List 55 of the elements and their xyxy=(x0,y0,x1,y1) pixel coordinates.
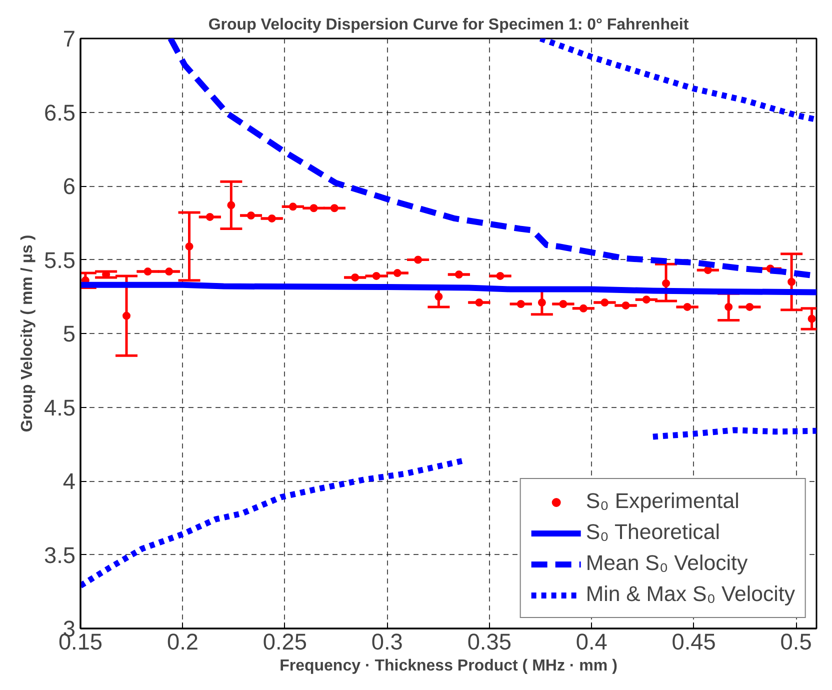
y-axis-title: Group Velocity ( mm / μs ) xyxy=(19,234,36,432)
y-tick-label: 3.5 xyxy=(44,542,76,568)
x-tick-label: 0.35 xyxy=(467,628,512,654)
legend-label: Mean S₀ Velocity xyxy=(586,551,748,576)
point xyxy=(122,312,130,320)
point xyxy=(642,296,650,304)
point xyxy=(516,300,525,308)
point xyxy=(288,202,297,211)
point xyxy=(414,256,422,264)
x-tick-label: 0.45 xyxy=(672,628,716,654)
point xyxy=(559,300,568,308)
x-axis-title: Frequency · Thickness Product ( MHz · mm ) xyxy=(280,658,618,674)
chart-title: Group Velocity Dispersion Curve for Specimen 1: 0° Fahrenheit xyxy=(208,16,690,34)
point xyxy=(310,204,318,212)
point xyxy=(475,298,484,307)
point xyxy=(662,279,670,288)
point xyxy=(372,272,380,280)
x-tick-label: 0.25 xyxy=(262,628,308,654)
y-tick-label: 4 xyxy=(62,468,76,494)
legend-label: S₀ Theoretical xyxy=(586,520,720,545)
point xyxy=(330,204,338,212)
point xyxy=(454,270,463,278)
x-tick-label: 0.2 xyxy=(166,628,198,654)
x-tick-label: 0.3 xyxy=(371,628,403,654)
point xyxy=(746,302,754,311)
point xyxy=(351,273,360,282)
y-tick-label: 4.5 xyxy=(44,394,76,420)
y-tick-label: 5 xyxy=(62,320,76,346)
y-tick-label: 7 xyxy=(62,26,76,52)
point xyxy=(622,301,630,310)
point xyxy=(185,242,194,250)
point xyxy=(704,266,712,274)
y-tick-label: 5.5 xyxy=(44,246,76,273)
point xyxy=(538,298,546,307)
point xyxy=(683,302,692,311)
point xyxy=(393,269,402,278)
legend-label: Min & Max S₀ Velocity xyxy=(586,582,795,607)
point xyxy=(579,304,588,312)
point xyxy=(227,201,236,210)
point xyxy=(808,314,816,323)
legend-label: S₀ Experimental xyxy=(586,489,740,514)
point xyxy=(247,212,256,220)
point xyxy=(144,268,152,276)
point xyxy=(434,292,443,301)
point xyxy=(165,268,174,276)
point xyxy=(268,214,276,222)
y-tick-label: 6.5 xyxy=(44,99,76,126)
point xyxy=(206,212,214,221)
point xyxy=(600,298,609,307)
y-tick-label: 6 xyxy=(62,173,76,199)
point xyxy=(788,278,796,286)
x-tick-label: 0.4 xyxy=(576,628,608,654)
point xyxy=(496,272,504,280)
x-tick-label: 0.5 xyxy=(780,628,812,654)
point xyxy=(724,302,733,311)
